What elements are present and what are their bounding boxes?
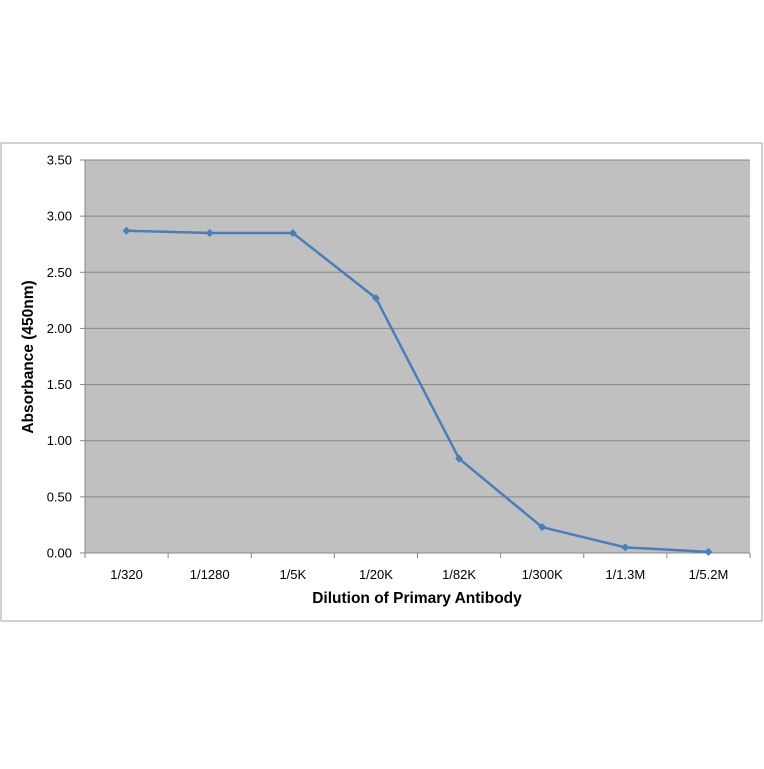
data-point — [122, 226, 131, 235]
y-tick-label: 2.50 — [47, 265, 72, 280]
data-point — [704, 547, 713, 556]
data-series — [122, 226, 713, 556]
data-point — [455, 454, 464, 463]
tick-labels: 0.00 0.50 1.00 1.50 2.00 2.50 3.00 3.50 1/320 1/1… — [47, 153, 729, 583]
x-tick-label: 1/320 — [110, 567, 143, 582]
data-point — [621, 543, 630, 552]
y-tick-label: 1.00 — [47, 433, 72, 448]
x-tick-label: 1/1280 — [190, 567, 230, 582]
axes — [80, 159, 751, 558]
data-point — [288, 228, 297, 237]
data-point — [205, 228, 214, 237]
y-tick-label: 0.50 — [47, 489, 72, 504]
y-axis-title: Absorbance (450nm) — [20, 280, 37, 433]
y-tick-label: 1.50 — [47, 377, 72, 392]
x-tick-label: 1/1.3M — [605, 567, 645, 582]
x-tick-label: 1/300K — [522, 567, 564, 582]
data-point — [538, 523, 547, 532]
x-tick-label: 1/5.2M — [689, 567, 729, 582]
y-tick-label: 0.00 — [47, 546, 72, 561]
gridlines — [85, 159, 750, 498]
y-tick-label: 3.50 — [47, 153, 72, 168]
x-axis-title: Dilution of Primary Antibody — [312, 590, 522, 607]
x-tick-label: 1/5K — [279, 567, 306, 582]
y-tick-label: 3.00 — [47, 209, 72, 224]
x-tick-label: 1/82K — [442, 567, 476, 582]
x-tick-label: 1/20K — [359, 567, 393, 582]
data-point — [371, 294, 380, 303]
plot-area — [85, 160, 750, 553]
series-line — [126, 229, 709, 554]
y-tick-label: 2.00 — [47, 321, 72, 336]
